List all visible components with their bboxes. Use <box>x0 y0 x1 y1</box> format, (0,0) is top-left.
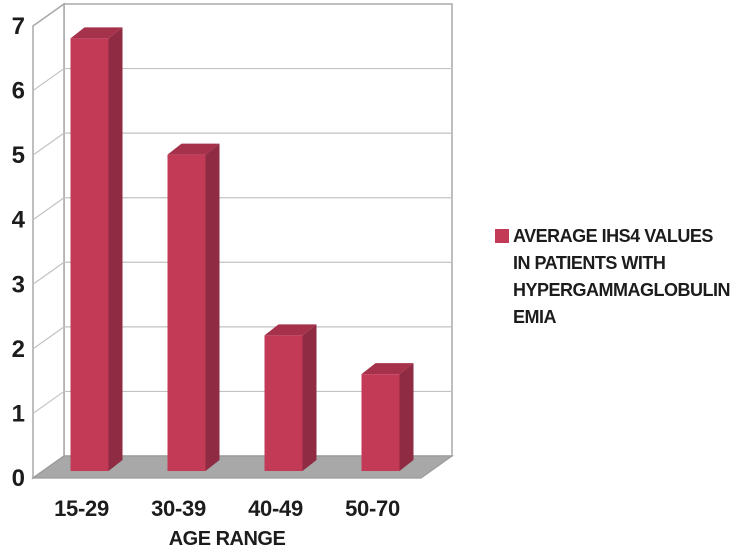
gridline-side-4 <box>32 197 65 221</box>
gridline-side-3 <box>32 261 65 285</box>
gridline-side-1 <box>32 390 65 414</box>
legend-label-line: EMIA <box>513 307 557 327</box>
bar-top-15-29 <box>70 27 123 39</box>
category-label-40-49: 40-49 <box>248 496 303 521</box>
y-tick-label-7: 7 <box>12 13 25 40</box>
x-axis-title: AGE RANGE <box>169 528 286 550</box>
bar-side-50-70 <box>399 363 414 471</box>
chart-floor <box>31 455 454 479</box>
y-tick-label-1: 1 <box>12 400 25 427</box>
category-label-15-29: 15-29 <box>54 496 109 521</box>
bar-top-40-49 <box>264 324 317 336</box>
legend-label-line: AVERAGE IHS4 VALUES <box>513 226 713 246</box>
bar-front-15-29 <box>70 38 109 471</box>
bar-side-40-49 <box>302 324 317 471</box>
legend-label-line: IN PATIENTS WITH <box>513 253 666 273</box>
legend-label: AVERAGE IHS4 VALUES IN PATIENTS WITH HYP… <box>513 223 731 331</box>
y-tick-label-0: 0 <box>12 465 25 492</box>
legend-marker-icon <box>495 229 509 243</box>
bar-front-30-39 <box>167 154 206 471</box>
category-label-50-70: 50-70 <box>345 496 400 521</box>
bar-side-30-39 <box>205 143 220 471</box>
legend: AVERAGE IHS4 VALUES IN PATIENTS WITH HYP… <box>495 223 731 331</box>
bar-side-15-29 <box>108 27 123 471</box>
y-tick-label-5: 5 <box>12 142 25 169</box>
category-label-30-39: 30-39 <box>151 496 206 521</box>
y-tick-label-6: 6 <box>12 78 25 105</box>
gridline-side-2 <box>32 326 65 350</box>
bar-front-40-49 <box>264 335 303 471</box>
y-tick-label-2: 2 <box>12 336 25 363</box>
bar-front-50-70 <box>361 374 400 471</box>
legend-label-line: HYPERGAMMAGLOBULIN <box>513 280 731 300</box>
gridline-side-6 <box>32 68 65 92</box>
bar-top-30-39 <box>167 143 220 155</box>
chart-left-wall <box>32 2 65 480</box>
bar-top-50-70 <box>361 363 414 375</box>
y-tick-label-4: 4 <box>12 207 26 234</box>
gridline-side-5 <box>32 132 65 156</box>
y-tick-label-3: 3 <box>12 271 25 298</box>
